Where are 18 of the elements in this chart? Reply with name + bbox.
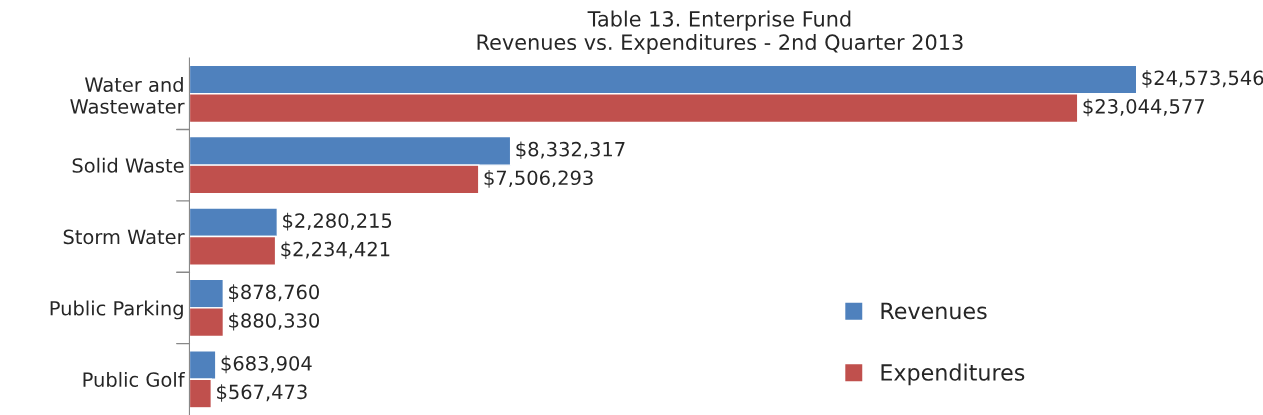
y-tick-label: Public Golf: [83, 371, 185, 387]
data-label: $23,044,577: [1083, 98, 1204, 117]
data-label: $567,473: [217, 384, 307, 402]
data-label: $2,234,421: [281, 241, 390, 260]
data-label: $8,332,317: [516, 141, 625, 160]
chart-title: Table 13. Enterprise Fund Revenues vs. Expenditures - 2nd Quarter 2013: [477, 10, 963, 55]
y-tick-label: Solid Waste: [72, 157, 184, 173]
data-label: $683,904: [221, 355, 312, 374]
data-label: $2,280,215: [283, 212, 392, 231]
data-label: $878,760: [229, 284, 319, 302]
y-tick-label: Water and Wastewater: [70, 76, 185, 114]
data-label: $24,573,546: [1142, 70, 1263, 88]
legend-label: Expenditures: [881, 363, 1025, 386]
y-tick-label: Public Parking: [50, 300, 183, 320]
legend-label: Revenues: [881, 302, 987, 320]
data-label: $880,330: [229, 312, 320, 331]
data-label: $7,506,293: [484, 170, 593, 188]
y-tick-label: Storm Water: [63, 229, 185, 245]
